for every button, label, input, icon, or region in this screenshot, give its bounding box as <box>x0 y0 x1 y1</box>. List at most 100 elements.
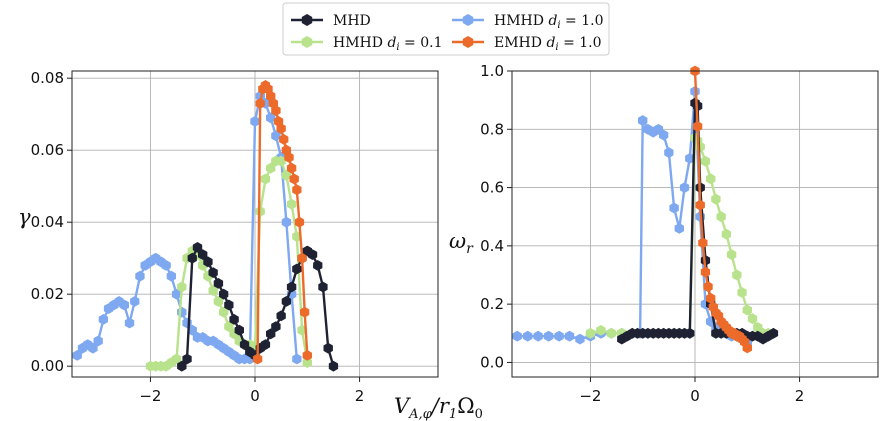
left-point-emhd-d-i-1-0 <box>300 306 310 318</box>
left-y-tick-label: 0.08 <box>31 69 64 87</box>
left-series-hmhd-d-i-1-0 <box>72 90 302 365</box>
left-point-mhd <box>208 267 218 278</box>
left-point-mhd <box>292 263 302 275</box>
left-point-mhd <box>286 281 297 293</box>
left-x-tick-label: 0 <box>250 387 260 405</box>
right-point-hmhd-d-i-1-0 <box>679 182 690 193</box>
right-point-hmhd-d-i-1-0 <box>523 330 533 342</box>
left-point-emhd-d-i-1-0 <box>297 252 307 264</box>
left-point-emhd-d-i-1-0 <box>252 353 263 365</box>
right-point-hmhd-d-i-0-1 <box>716 211 726 223</box>
left-point-hmhd-d-i-0-1 <box>177 281 187 293</box>
right-x-tick-label: 2 <box>795 387 805 405</box>
right-point-hmhd-d-i-1-0 <box>512 330 522 342</box>
right-point-hmhd-d-i-1-0 <box>669 202 679 214</box>
right-point-emhd-d-i-1-0 <box>698 237 708 249</box>
right-point-hmhd-d-i-1-0 <box>674 223 684 234</box>
right-series-emhd-d-i-1-0 <box>690 65 752 354</box>
left-point-mhd <box>266 328 276 340</box>
left-point-mhd <box>260 339 271 350</box>
left-series-emhd-d-i-1-0 <box>252 80 312 365</box>
left-point-hmhd-d-i-1-0 <box>98 314 108 325</box>
legend-frame <box>282 2 610 56</box>
left-point-hmhd-d-i-1-0 <box>271 130 281 142</box>
right-y-axis-label: ωr <box>449 229 474 257</box>
right-y-tick-label: 0.4 <box>480 237 504 255</box>
right-x-tick-label: −2 <box>579 387 601 405</box>
left-point-mhd <box>313 260 323 271</box>
left-point-hmhd-d-i-1-0 <box>187 324 197 336</box>
left-point-hmhd-d-i-0-1 <box>286 198 297 210</box>
left-y-tick-label: 0.00 <box>31 357 64 375</box>
left-point-emhd-d-i-1-0 <box>286 162 297 174</box>
right-point-hmhd-d-i-1-0 <box>554 330 564 342</box>
left-point-hmhd-d-i-0-1 <box>224 321 234 332</box>
left-point-hmhd-d-i-0-1 <box>213 296 224 307</box>
right-point-hmhd-d-i-0-1 <box>706 173 716 185</box>
left-y-tick-label: 0.04 <box>31 213 64 231</box>
right-point-hmhd-d-i-1-0 <box>533 330 543 342</box>
left-x-tick-label: 2 <box>355 387 365 405</box>
right-series-hmhd-d-i-0-1 <box>585 132 773 339</box>
legend: MHD HMHD di = 0.1 HMHD di = 1.0 EMHD di = 1… <box>282 2 610 56</box>
right-point-hmhd-d-i-1-0 <box>543 330 554 342</box>
left-point-emhd-d-i-1-0 <box>294 216 305 228</box>
left-point-mhd <box>182 353 192 365</box>
right-point-hmhd-d-i-0-1 <box>711 193 721 205</box>
right-point-mhd <box>768 327 779 339</box>
left-point-emhd-d-i-1-0 <box>271 105 281 116</box>
right-point-emhd-d-i-1-0 <box>703 281 713 293</box>
left-point-mhd <box>224 299 234 311</box>
left-point-hmhd-d-i-1-0 <box>161 260 171 271</box>
left-y-tick-label: 0.06 <box>31 141 64 159</box>
left-point-hmhd-d-i-1-0 <box>250 116 260 127</box>
left-point-hmhd-d-i-1-0 <box>292 353 302 365</box>
left-y-axis-label: γ <box>18 205 31 229</box>
left-y-tick-label: 0.02 <box>31 285 64 303</box>
right-point-hmhd-d-i-1-0 <box>664 147 674 158</box>
left-point-mhd <box>219 288 229 300</box>
right-point-emhd-d-i-1-0 <box>742 342 752 354</box>
right-point-emhd-d-i-1-0 <box>695 199 705 211</box>
right-point-hmhd-d-i-0-1 <box>606 327 616 339</box>
left-point-hmhd-d-i-0-1 <box>276 155 286 167</box>
left-point-emhd-d-i-1-0 <box>279 134 289 145</box>
right-panel: −2 0 2 0.0 0.2 0.4 0.6 0.8 1.0 ωr <box>449 62 879 405</box>
legend-marker <box>462 14 474 26</box>
right-point-hmhd-d-i-1-0 <box>575 333 585 345</box>
legend-entry: EMHD di = 1.0 <box>452 35 602 53</box>
left-point-mhd <box>328 360 339 372</box>
left-point-hmhd-d-i-1-0 <box>266 112 276 124</box>
left-point-mhd <box>276 310 286 322</box>
right-point-hmhd-d-i-0-1 <box>737 287 747 298</box>
right-point-hmhd-d-i-1-0 <box>685 153 695 164</box>
left-point-hmhd-d-i-0-1 <box>208 285 218 296</box>
right-point-emhd-d-i-1-0 <box>700 266 711 278</box>
left-point-hmhd-d-i-1-0 <box>135 270 145 282</box>
legend-label: MHD <box>333 13 371 29</box>
left-point-hmhd-d-i-1-0 <box>281 216 291 228</box>
left-point-hmhd-d-i-1-0 <box>171 288 182 300</box>
right-point-hmhd-d-i-0-1 <box>747 313 758 325</box>
left-point-mhd <box>323 342 333 354</box>
left-point-hmhd-d-i-0-1 <box>297 324 307 336</box>
right-x-tick-label: 0 <box>690 387 700 405</box>
right-point-hmhd-d-i-1-0 <box>638 115 648 126</box>
left-point-emhd-d-i-1-0 <box>276 123 286 134</box>
left-point-emhd-d-i-1-0 <box>302 350 312 361</box>
left-point-mhd <box>198 249 208 260</box>
right-y-tick-label: 0.0 <box>480 353 504 371</box>
left-x-tick-label: −2 <box>139 387 161 405</box>
left-point-mhd <box>271 321 281 332</box>
right-point-hmhd-d-i-1-0 <box>659 129 669 141</box>
legend-label: HMHD di = 1.0 <box>494 13 604 31</box>
left-point-hmhd-d-i-1-0 <box>119 299 129 311</box>
x-axis-label: VA,φ/r1Ω0 <box>394 394 483 421</box>
right-point-emhd-d-i-1-0 <box>692 121 703 132</box>
left-point-hmhd-d-i-1-0 <box>72 350 82 361</box>
right-y-tick-label: 0.2 <box>480 295 504 313</box>
right-y-tick-label: 0.6 <box>480 179 504 197</box>
legend-marker <box>301 36 313 48</box>
right-point-hmhd-d-i-1-0 <box>564 330 575 342</box>
